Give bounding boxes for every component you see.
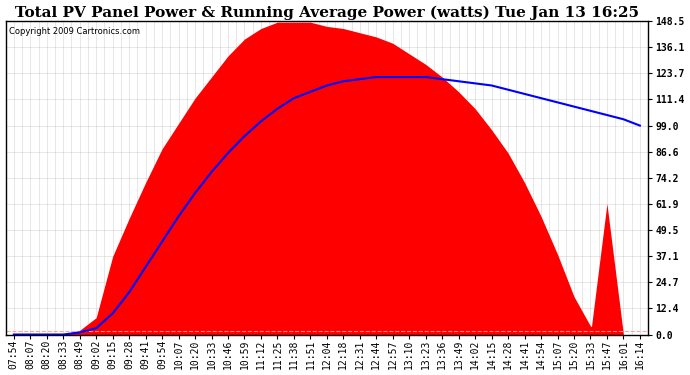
Title: Total PV Panel Power & Running Average Power (watts) Tue Jan 13 16:25: Total PV Panel Power & Running Average P…: [15, 6, 639, 20]
Text: Copyright 2009 Cartronics.com: Copyright 2009 Cartronics.com: [9, 27, 140, 36]
